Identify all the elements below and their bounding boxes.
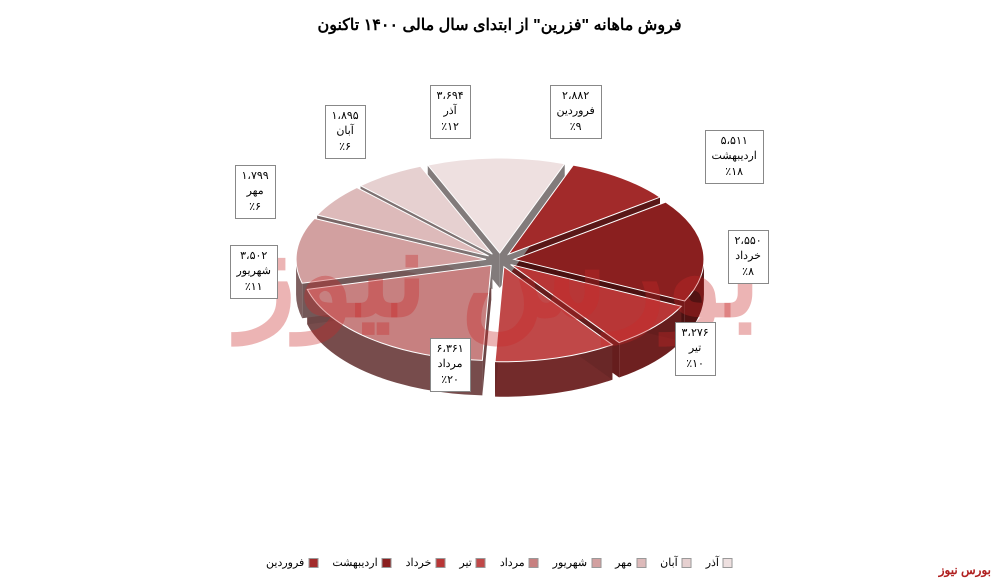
source-credit: بورس نیوز: [939, 563, 991, 577]
label-name: آبان: [332, 124, 359, 139]
label-name: شهریور: [237, 264, 271, 279]
data-label: ۱،۸۹۵آبان٪۶: [325, 105, 366, 159]
label-value: ۲،۸۸۲: [557, 89, 595, 104]
legend-swatch: [382, 558, 392, 568]
label-value: ۳،۶۹۴: [437, 89, 464, 104]
label-value: ۵،۵۱۱: [712, 134, 757, 149]
legend-swatch: [308, 558, 318, 568]
legend-label: شهریور: [553, 556, 587, 569]
legend-item: خرداد: [406, 556, 446, 569]
label-pct: ٪۱۱: [237, 280, 271, 295]
data-label: ۲،۸۸۲فروردین٪۹: [550, 85, 602, 139]
legend-item: آبان: [660, 556, 692, 569]
legend: فروردین اردیبهشت خرداد تیر مرداد شهریور مهر آبا…: [266, 556, 733, 569]
legend-item: آذر: [706, 556, 733, 569]
data-label: ۱،۷۹۹مهر٪۶: [235, 165, 276, 219]
legend-label: مرداد: [500, 556, 525, 569]
label-name: آذر: [437, 104, 464, 119]
data-label: ۵،۵۱۱اردیبهشت٪۱۸: [705, 130, 764, 184]
legend-swatch: [529, 558, 539, 568]
legend-item: فروردین: [266, 556, 318, 569]
label-name: خرداد: [735, 249, 762, 264]
legend-label: آذر: [706, 556, 719, 569]
legend-label: اردیبهشت: [332, 556, 377, 569]
data-label: ۳،۵۰۲شهریور٪۱۱: [230, 245, 278, 299]
label-value: ۱،۸۹۵: [332, 109, 359, 124]
label-value: ۳،۵۰۲: [237, 249, 271, 264]
label-value: ۶،۳۶۱: [437, 342, 464, 357]
label-name: فروردین: [557, 104, 595, 119]
legend-swatch: [476, 558, 486, 568]
label-pct: ٪۶: [242, 200, 269, 215]
label-name: مهر: [242, 184, 269, 199]
legend-label: خرداد: [406, 556, 432, 569]
legend-item: تیر: [459, 556, 485, 569]
data-label: ۶،۳۶۱مرداد٪۲۰: [430, 338, 471, 392]
legend-label: فروردین: [266, 556, 304, 569]
chart-title: فروش ماهانه "فزرین" از ابتدای سال مالی ۱…: [0, 0, 999, 35]
label-pct: ٪۸: [735, 265, 762, 280]
label-name: مرداد: [437, 357, 464, 372]
legend-swatch: [682, 558, 692, 568]
legend-swatch: [435, 558, 445, 568]
label-value: ۲،۵۵۰: [735, 234, 762, 249]
data-label: ۳،۶۹۴آذر٪۱۲: [430, 85, 471, 139]
legend-item: اردیبهشت: [332, 556, 391, 569]
label-name: تیر: [682, 341, 709, 356]
label-value: ۳،۲۷۶: [682, 326, 709, 341]
legend-item: شهریور: [553, 556, 601, 569]
label-pct: ٪۱۸: [712, 165, 757, 180]
label-pct: ٪۱۰: [682, 357, 709, 372]
legend-label: مهر: [615, 556, 632, 569]
label-pct: ٪۲۰: [437, 373, 464, 388]
legend-label: آبان: [660, 556, 678, 569]
legend-label: تیر: [459, 556, 471, 569]
legend-swatch: [636, 558, 646, 568]
pie-area: بورس نیوز ۲،۸۸۲فروردین٪۹۵،۵۱۱اردیبهشت٪۱۸…: [150, 50, 850, 500]
legend-item: مرداد: [500, 556, 539, 569]
label-pct: ٪۱۲: [437, 120, 464, 135]
data-label: ۳،۲۷۶تیر٪۱۰: [675, 322, 716, 376]
label-name: اردیبهشت: [712, 149, 757, 164]
legend-swatch: [723, 558, 733, 568]
label-value: ۱،۷۹۹: [242, 169, 269, 184]
chart-container: فروش ماهانه "فزرین" از ابتدای سال مالی ۱…: [0, 0, 999, 579]
legend-swatch: [591, 558, 601, 568]
legend-item: مهر: [615, 556, 646, 569]
label-pct: ٪۹: [557, 120, 595, 135]
label-pct: ٪۶: [332, 140, 359, 155]
data-label: ۲،۵۵۰خرداد٪۸: [728, 230, 769, 284]
